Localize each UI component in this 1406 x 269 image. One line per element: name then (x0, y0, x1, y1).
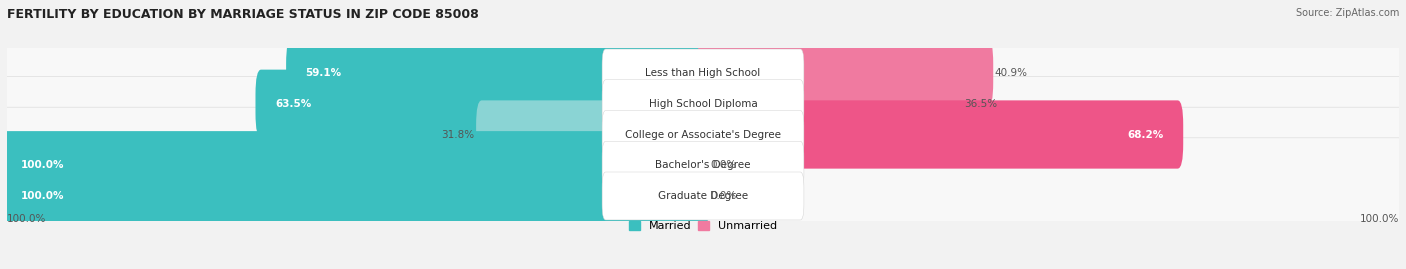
FancyBboxPatch shape (1, 131, 709, 199)
FancyBboxPatch shape (602, 49, 804, 97)
FancyBboxPatch shape (0, 76, 1406, 193)
Text: 100.0%: 100.0% (21, 191, 65, 201)
FancyBboxPatch shape (697, 39, 993, 107)
FancyBboxPatch shape (0, 15, 1406, 131)
FancyBboxPatch shape (0, 46, 1406, 162)
FancyBboxPatch shape (602, 111, 804, 158)
FancyBboxPatch shape (1, 162, 709, 230)
Text: High School Diploma: High School Diploma (648, 99, 758, 109)
FancyBboxPatch shape (602, 141, 804, 189)
Text: 100.0%: 100.0% (1360, 214, 1399, 224)
Text: College or Associate's Degree: College or Associate's Degree (626, 129, 780, 140)
FancyBboxPatch shape (0, 107, 1406, 223)
Text: 40.9%: 40.9% (994, 68, 1028, 78)
FancyBboxPatch shape (602, 172, 804, 220)
Text: Source: ZipAtlas.com: Source: ZipAtlas.com (1295, 8, 1399, 18)
Text: 36.5%: 36.5% (965, 99, 997, 109)
FancyBboxPatch shape (285, 39, 709, 107)
Legend: Married, Unmarried: Married, Unmarried (624, 216, 782, 236)
Text: FERTILITY BY EDUCATION BY MARRIAGE STATUS IN ZIP CODE 85008: FERTILITY BY EDUCATION BY MARRIAGE STATU… (7, 8, 479, 21)
Text: Less than High School: Less than High School (645, 68, 761, 78)
Text: Bachelor's Degree: Bachelor's Degree (655, 160, 751, 170)
Text: 0.0%: 0.0% (710, 160, 737, 170)
FancyBboxPatch shape (0, 138, 1406, 254)
FancyBboxPatch shape (602, 80, 804, 128)
FancyBboxPatch shape (697, 70, 963, 138)
Text: 68.2%: 68.2% (1128, 129, 1164, 140)
Text: 0.0%: 0.0% (710, 191, 737, 201)
FancyBboxPatch shape (477, 100, 709, 169)
Text: 100.0%: 100.0% (7, 214, 46, 224)
Text: Graduate Degree: Graduate Degree (658, 191, 748, 201)
FancyBboxPatch shape (697, 100, 1184, 169)
Text: 63.5%: 63.5% (276, 99, 311, 109)
FancyBboxPatch shape (256, 70, 709, 138)
Text: 59.1%: 59.1% (305, 68, 342, 78)
Text: 100.0%: 100.0% (21, 160, 65, 170)
Text: 31.8%: 31.8% (441, 129, 475, 140)
